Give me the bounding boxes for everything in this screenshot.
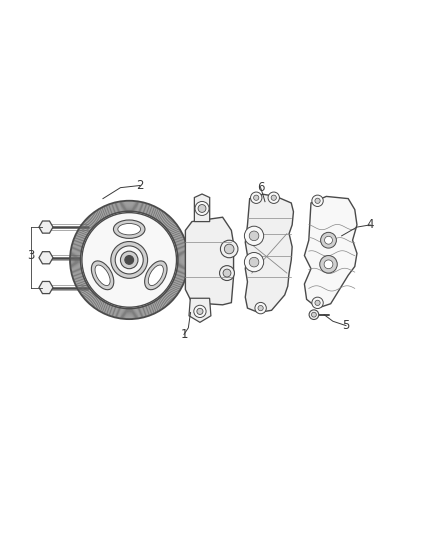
Text: 4: 4 <box>366 219 374 231</box>
Circle shape <box>125 255 134 264</box>
Circle shape <box>249 257 259 267</box>
Polygon shape <box>185 217 233 305</box>
Polygon shape <box>304 197 357 308</box>
Circle shape <box>321 232 336 248</box>
Circle shape <box>111 241 148 278</box>
Circle shape <box>312 297 323 309</box>
Circle shape <box>258 305 263 311</box>
Circle shape <box>271 195 276 200</box>
Circle shape <box>311 312 316 317</box>
Circle shape <box>81 212 177 308</box>
Circle shape <box>268 192 279 204</box>
Circle shape <box>82 213 177 307</box>
Ellipse shape <box>148 265 163 286</box>
Circle shape <box>195 201 209 215</box>
Ellipse shape <box>145 261 167 290</box>
Circle shape <box>312 195 323 206</box>
Text: 5: 5 <box>343 319 350 332</box>
Circle shape <box>224 244 234 254</box>
Circle shape <box>70 201 188 319</box>
Polygon shape <box>245 194 293 312</box>
Circle shape <box>325 236 332 244</box>
Circle shape <box>198 205 206 213</box>
Circle shape <box>255 302 266 314</box>
Ellipse shape <box>113 220 145 238</box>
Polygon shape <box>39 252 53 264</box>
Circle shape <box>244 253 264 272</box>
Polygon shape <box>39 221 53 233</box>
Circle shape <box>194 305 206 318</box>
Circle shape <box>315 300 320 305</box>
Circle shape <box>324 260 333 269</box>
Circle shape <box>315 198 320 204</box>
Circle shape <box>254 195 259 200</box>
Polygon shape <box>39 281 53 294</box>
Ellipse shape <box>118 223 141 235</box>
Circle shape <box>223 269 231 277</box>
Text: 1: 1 <box>180 328 188 341</box>
Circle shape <box>249 231 259 241</box>
Text: 3: 3 <box>27 249 34 262</box>
Circle shape <box>244 226 264 246</box>
Text: 6: 6 <box>257 181 265 194</box>
Text: 2: 2 <box>136 179 144 192</box>
Circle shape <box>220 240 238 258</box>
Circle shape <box>320 255 337 273</box>
Circle shape <box>120 251 138 269</box>
Circle shape <box>197 308 203 314</box>
Polygon shape <box>194 194 210 222</box>
Circle shape <box>219 265 234 280</box>
Ellipse shape <box>92 261 114 290</box>
Ellipse shape <box>95 265 110 286</box>
Circle shape <box>309 310 319 319</box>
Circle shape <box>251 192 262 204</box>
Circle shape <box>115 246 143 274</box>
Polygon shape <box>189 298 211 322</box>
